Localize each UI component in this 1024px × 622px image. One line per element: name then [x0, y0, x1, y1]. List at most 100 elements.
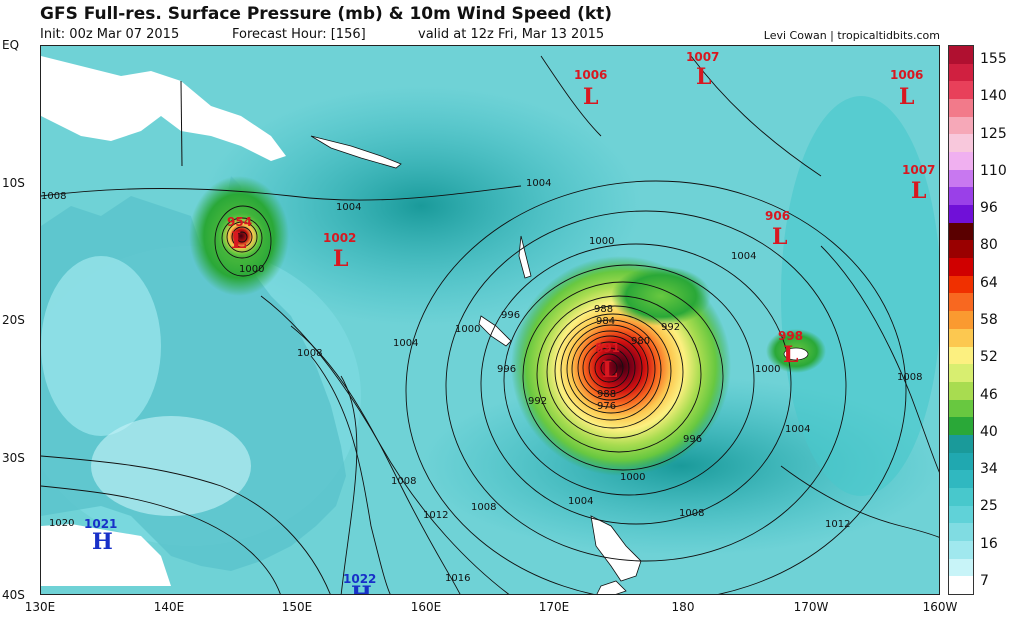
low-pressure-marker: L: [602, 357, 617, 383]
colorbar-swatch: [949, 381, 973, 401]
isobar-label: 1004: [731, 251, 756, 262]
isobar: [41, 485, 281, 594]
colorbar-label: 58: [980, 312, 998, 328]
inland-low-wind-region: [91, 416, 251, 516]
isobar-label: 1004: [785, 424, 810, 435]
isobar: [594, 353, 624, 383]
isobar-label: 1000: [239, 264, 264, 275]
isobar-label: 1008: [471, 502, 496, 513]
isobar-label: 988: [597, 389, 616, 400]
isobar-label: 1000: [455, 324, 480, 335]
isobar: [690, 55, 822, 177]
isobar-label: 996: [683, 434, 702, 445]
colorbar-swatch: [949, 487, 973, 507]
low-pressure-value: 906: [765, 209, 790, 223]
isobar-label: 1000: [620, 472, 645, 483]
colorbar-label: 52: [980, 349, 998, 366]
colorbar-label: 155: [980, 51, 1007, 67]
colorbar-swatch: [949, 558, 973, 577]
low-pressure-marker: L: [899, 84, 914, 110]
colorbar-swatch: [949, 63, 973, 82]
colorbar-swatch: [949, 364, 973, 383]
isobar: [480, 243, 792, 525]
isobar: [290, 325, 461, 594]
isobar: [503, 264, 755, 496]
isobar: [41, 455, 331, 594]
colorbar-swatch: [949, 576, 973, 595]
low-pressure-value: 954: [227, 215, 252, 229]
isobar-label: 996: [501, 310, 520, 321]
isobar-label: 1016: [445, 573, 470, 584]
isobar-label: 996: [497, 364, 516, 375]
isobar: [310, 355, 391, 594]
colorbar-label: 64: [980, 274, 998, 291]
colorbar-swatch: [949, 258, 973, 277]
lon-label-170e: 170E: [538, 600, 570, 614]
colorbar-swatch: [949, 540, 973, 560]
isobar: [221, 217, 263, 259]
new-zealand-north: [590, 515, 642, 582]
new-zealand-south: [596, 580, 627, 594]
colorbar-swatch: [949, 46, 973, 65]
lat-label-30s: 30S: [2, 451, 25, 465]
colorbar-swatch: [949, 169, 973, 188]
colorbar-label: 110: [980, 162, 1007, 179]
isobar: [214, 205, 272, 277]
colorbar-swatch: [949, 99, 973, 118]
lat-label-20s: 20S: [2, 313, 25, 327]
low-pressure-marker: L: [911, 178, 926, 204]
high-pressure-marker: H: [351, 582, 372, 595]
colorbar-swatch: [949, 205, 973, 224]
vanuatu-wind-patch: [611, 266, 711, 326]
isobar-label: 1008: [897, 372, 922, 383]
lon-label-130e: 130E: [24, 600, 56, 614]
wind-field-patch: [781, 96, 939, 496]
isobar: [566, 324, 656, 414]
isobar-label: 1004: [393, 338, 418, 349]
colorbar-swatch: [949, 134, 973, 153]
colorbar-label: 40: [980, 423, 998, 440]
isobar: [540, 55, 602, 137]
high-pressure-value: 1022: [343, 572, 376, 586]
isobar: [560, 319, 662, 421]
lon-label-160e: 160E: [410, 600, 442, 614]
isobar-label: 1000: [589, 236, 614, 247]
isobar-label: 1004: [526, 178, 551, 189]
isobar-label: 1004: [336, 202, 361, 213]
colorbar-label: 16: [980, 535, 998, 552]
low-pressure-value: 1002: [323, 231, 356, 245]
low-pressure-value: 891: [595, 341, 620, 355]
colorbar-label: 25: [980, 498, 998, 515]
isobar-label: 1004: [568, 496, 593, 507]
isobar: [41, 185, 522, 201]
weather-map: 1008 1004 1000 1004 1004 1000 996 996 10…: [40, 45, 940, 595]
colorbar-swatch: [949, 434, 973, 454]
isobar: [226, 221, 258, 253]
high-pressure-value: 1021: [84, 517, 117, 531]
isobar: [588, 347, 630, 389]
colorbar-swatch: [949, 523, 973, 542]
isobar: [536, 295, 702, 453]
colorbar-swatch: [949, 293, 973, 312]
low-pressure-value: 1007: [686, 50, 719, 64]
isobar-label: 988: [594, 304, 613, 315]
isobar-label: 992: [661, 322, 680, 333]
southern-land-white: [41, 524, 171, 586]
wind-speed-colorbar: [948, 45, 974, 595]
new-guinea-landmass: [41, 56, 286, 161]
isobar: [582, 341, 636, 395]
vanuatu-islands: [518, 235, 532, 279]
low-pressure-marker: L: [696, 64, 711, 90]
new-caledonia: [478, 315, 512, 347]
colorbar-swatch: [949, 152, 973, 171]
isobar: [260, 295, 510, 594]
isobar-label: 1000: [755, 364, 780, 375]
credit-text: Levi Cowan | tropicaltidbits.com: [763, 29, 940, 42]
colorbar-swatch: [949, 399, 973, 418]
low-pressure-value: 1006: [890, 68, 923, 82]
low-pressure-value: 998: [778, 329, 803, 343]
colorbar-swatch: [949, 417, 973, 436]
colorbar-swatch: [949, 187, 973, 206]
isobar: [231, 226, 253, 248]
colorbar-label: 34: [980, 461, 998, 478]
